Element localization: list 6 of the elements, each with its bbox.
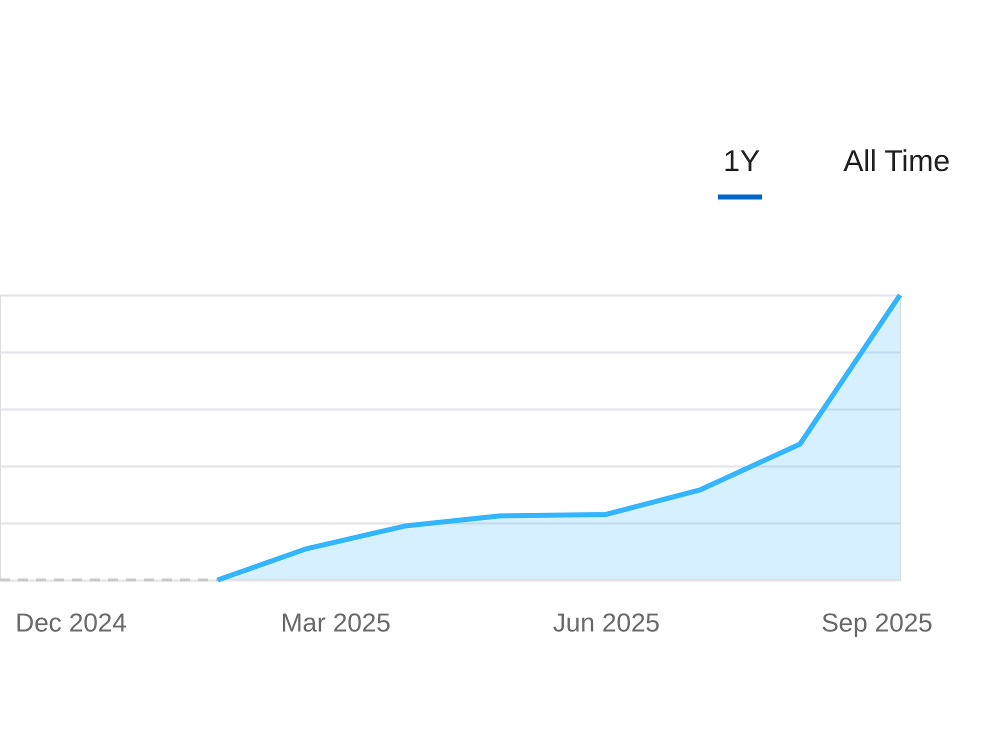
x-tick-label: Jun 2025 xyxy=(552,608,660,638)
x-tick-label: Mar 2025 xyxy=(280,608,391,638)
text: 1Y xyxy=(723,145,760,178)
x-tick-label: Sep 2025 xyxy=(821,608,933,638)
text: All Time xyxy=(843,145,950,178)
x-tick-label: Dec 2024 xyxy=(15,608,127,638)
